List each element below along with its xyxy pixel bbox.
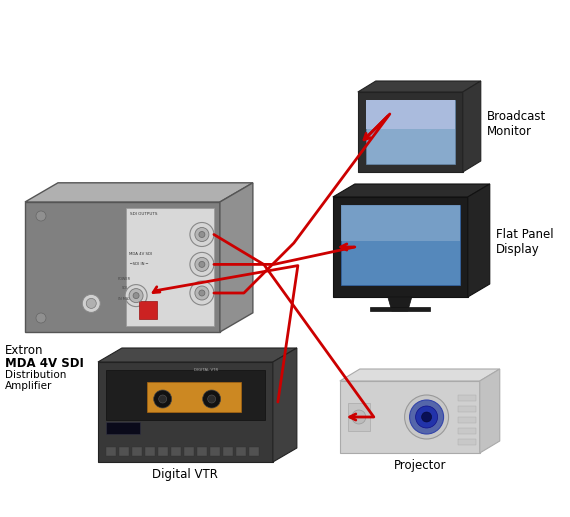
Circle shape xyxy=(86,298,96,309)
Polygon shape xyxy=(333,184,490,197)
Circle shape xyxy=(82,294,100,312)
Polygon shape xyxy=(158,447,168,456)
Polygon shape xyxy=(366,100,455,164)
Polygon shape xyxy=(127,208,214,326)
Polygon shape xyxy=(458,428,476,434)
Circle shape xyxy=(195,257,209,271)
Polygon shape xyxy=(220,183,253,332)
Polygon shape xyxy=(340,369,500,381)
Polygon shape xyxy=(223,447,233,456)
Polygon shape xyxy=(358,92,463,172)
Polygon shape xyxy=(458,417,476,423)
Circle shape xyxy=(195,286,209,300)
Polygon shape xyxy=(366,100,455,129)
Polygon shape xyxy=(340,381,480,453)
Circle shape xyxy=(410,400,443,434)
Text: IN MAX: IN MAX xyxy=(118,297,131,300)
Circle shape xyxy=(416,406,438,428)
Text: Distribution: Distribution xyxy=(5,370,66,380)
Circle shape xyxy=(199,290,205,296)
Polygon shape xyxy=(171,447,181,456)
Circle shape xyxy=(422,412,431,422)
Polygon shape xyxy=(132,447,142,456)
Circle shape xyxy=(405,395,449,439)
Text: Digital VTR: Digital VTR xyxy=(152,468,218,481)
Circle shape xyxy=(195,227,209,241)
Text: Amplifier: Amplifier xyxy=(5,381,52,391)
Circle shape xyxy=(36,313,46,323)
Polygon shape xyxy=(249,447,259,456)
Circle shape xyxy=(154,390,172,408)
Polygon shape xyxy=(106,370,265,420)
Polygon shape xyxy=(341,205,460,285)
Circle shape xyxy=(199,232,205,237)
Polygon shape xyxy=(145,447,155,456)
Circle shape xyxy=(203,390,221,408)
Polygon shape xyxy=(139,301,157,319)
Text: Flat Panel
Display: Flat Panel Display xyxy=(496,228,553,256)
Polygon shape xyxy=(184,447,194,456)
Circle shape xyxy=(199,262,205,267)
Text: DIGITAL VTR: DIGITAL VTR xyxy=(194,368,218,372)
Text: Extron: Extron xyxy=(5,344,43,357)
Circle shape xyxy=(125,284,147,307)
Text: Projector: Projector xyxy=(393,459,446,472)
Circle shape xyxy=(36,211,46,221)
Polygon shape xyxy=(333,197,468,297)
Text: ─ SDI IN ─: ─ SDI IN ─ xyxy=(129,263,148,266)
Polygon shape xyxy=(106,422,140,434)
Circle shape xyxy=(190,252,214,277)
Text: POWER: POWER xyxy=(118,277,131,281)
Polygon shape xyxy=(98,362,273,462)
Polygon shape xyxy=(119,447,129,456)
Polygon shape xyxy=(197,447,207,456)
Polygon shape xyxy=(468,184,490,297)
Circle shape xyxy=(158,395,166,403)
Polygon shape xyxy=(25,183,253,202)
Polygon shape xyxy=(463,81,481,172)
Text: MDA 4V SDI: MDA 4V SDI xyxy=(129,252,152,256)
Polygon shape xyxy=(458,439,476,445)
Polygon shape xyxy=(458,395,476,401)
Circle shape xyxy=(190,222,214,247)
Polygon shape xyxy=(210,447,220,456)
Circle shape xyxy=(207,395,215,403)
Polygon shape xyxy=(273,348,297,462)
Polygon shape xyxy=(147,382,241,412)
Text: Broadcast
Monitor: Broadcast Monitor xyxy=(487,110,546,138)
Text: MDA 4V SDI: MDA 4V SDI xyxy=(5,357,84,370)
Polygon shape xyxy=(98,348,297,362)
Polygon shape xyxy=(370,307,430,311)
Polygon shape xyxy=(106,447,116,456)
Circle shape xyxy=(129,288,143,302)
Polygon shape xyxy=(480,369,500,453)
Circle shape xyxy=(190,281,214,305)
Polygon shape xyxy=(236,447,246,456)
Polygon shape xyxy=(358,81,481,92)
Polygon shape xyxy=(458,406,476,412)
Polygon shape xyxy=(25,202,220,332)
Polygon shape xyxy=(348,403,370,431)
Text: SDI: SDI xyxy=(122,286,128,290)
Polygon shape xyxy=(388,297,412,311)
Circle shape xyxy=(352,410,366,424)
Polygon shape xyxy=(341,205,460,241)
Circle shape xyxy=(133,293,139,299)
Text: SDI OUTPUTS: SDI OUTPUTS xyxy=(131,212,158,216)
